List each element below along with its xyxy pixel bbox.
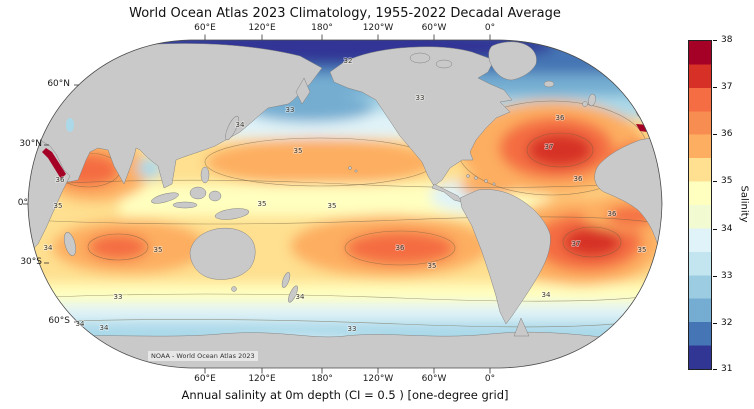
axis-label-top-60e: 60°E [194,23,216,33]
map-outline [27,39,663,369]
axis-label-top-180: 180° [311,23,333,33]
axis-label-left-0: 0° [17,198,28,208]
contour-label: 34 [100,324,109,332]
contour-label: 35 [54,202,63,210]
greenland-landmass [488,41,537,81]
colorbar-gradient [689,41,711,369]
colorbar-title: Salinity [738,185,750,223]
colorbar [688,40,712,370]
colorbar-tick-label-34: 34 [721,224,733,234]
australia-landmass [189,227,256,280]
colorbar-tick-label-35: 35 [721,176,733,186]
colorbar-tick [713,40,717,41]
antarctica-landmass [28,331,662,368]
caspian-sea [66,118,74,132]
south-america-landmass [459,189,551,325]
contour-label: 34 [44,244,53,252]
contour-label: 34 [542,291,551,299]
contour-label: 35 [258,200,267,208]
axis-label-left-30s: 30°S [20,257,42,267]
contour-label: 33 [348,325,357,333]
contour-label: 32 [344,57,353,65]
new-zealand-south-island [288,285,298,303]
contour-label: 37 [572,240,581,248]
colorbar-tick-label-33: 33 [721,271,733,281]
colorbar-tick-label-36: 36 [721,129,733,139]
canadian-arctic-islands [409,52,453,69]
contour-label: 35 [328,202,337,210]
landmasses [28,41,662,368]
axis-label-bottom-0: 0° [484,374,496,384]
colorbar-tick [713,323,717,324]
contour-label: 35 [294,147,303,155]
figure-title: World Ocean Atlas 2023 Climatology, 1955… [129,6,561,21]
contour-label: 33 [416,94,425,102]
iceland-island [543,80,555,88]
contour-label: 35 [428,262,437,270]
axis-label-bottom-120e: 120°E [248,374,276,384]
britain-island [588,93,596,107]
axis-ticks [23,34,491,374]
colorbar-tick [713,134,717,135]
axis-label-top-0: 0° [484,23,496,33]
colorbar-tick [713,276,717,277]
tasmania-island [231,286,237,292]
colorbar-tick-label-32: 32 [721,318,733,328]
caribbean-islands [466,174,496,186]
contour-label: 36 [608,210,617,218]
japan-islands [225,115,239,141]
axis-label-left-30n: 30°N [19,139,42,149]
colorbar-tick [713,181,717,182]
ireland-island [582,101,588,107]
contour-label: 35 [154,246,163,254]
contour-label: 34 [76,320,85,328]
contour-label: 33 [114,293,123,301]
new-guinea-island [214,208,250,220]
eurasia-landmass [28,43,323,189]
figure-caption: Annual salinity at 0m depth (CI = 0.5 ) … [181,388,509,402]
new-zealand-north-island [281,272,291,288]
axis-label-bottom-180: 180° [311,374,333,384]
axis-label-top-60w: 60°W [421,23,447,33]
axis-label-left-60s: 60°S [48,316,70,326]
africa-west-landmass [594,135,662,251]
contour-label: 34 [236,121,245,129]
contour-value-labels: 36 35 34 35 33 34 34 34 35 32 33 33 35 3… [43,56,647,334]
axis-label-top-120e: 120°E [248,23,276,33]
hawaii-islands [348,166,358,173]
north-america-landmass [329,46,513,187]
contour-label: 33 [286,106,295,114]
axis-label-bottom-120w: 120°W [362,374,394,384]
indonesia-islands [151,166,222,209]
colorbar-tick-label-31: 31 [721,364,733,374]
colorbar-tick [713,229,717,230]
attribution-label: NOAA - World Ocean Atlas 2023 [148,351,258,361]
colorbar-tick [713,369,717,370]
contour-label: 36 [556,114,565,122]
central-america-landmass [431,183,463,203]
europe-landmass [635,93,662,121]
colorbar-tick [713,87,717,88]
axis-label-bottom-60w: 60°W [421,374,447,384]
antarctic-peninsula [513,317,530,337]
kamchatka-landmass [295,77,311,105]
contour-label: 36 [396,244,405,252]
madagascar-island [64,232,76,256]
contour-label: 34 [296,293,305,301]
axis-label-left-60n: 60°N [47,79,70,89]
contour-label: 36 [56,176,65,184]
contour-label: 37 [545,143,554,151]
contour-label: 35 [638,246,647,254]
red-sea [42,148,66,179]
axis-label-top-120w: 120°W [362,23,394,33]
colorbar-tick-label-38: 38 [721,35,733,45]
axis-label-bottom-60e: 60°E [194,374,216,384]
colorbar-tick-label-37: 37 [721,82,733,92]
contour-label: 36 [574,175,583,183]
